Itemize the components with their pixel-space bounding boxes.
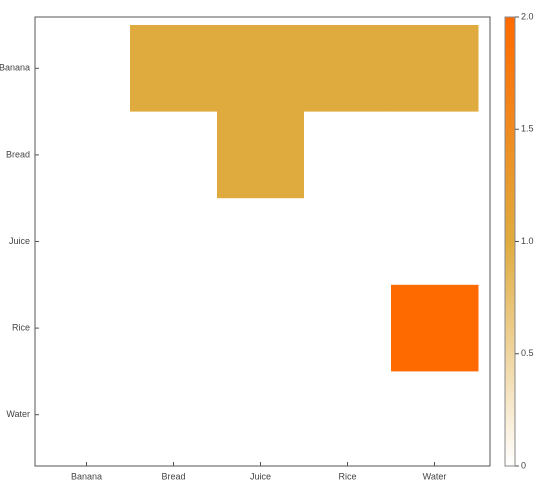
- heatmap-cell: [130, 371, 218, 459]
- heatmap-cell: [304, 284, 392, 372]
- y-tick-label: Water: [6, 409, 30, 419]
- y-tick-label: Bread: [6, 149, 30, 159]
- heatmap-cell: [391, 371, 479, 459]
- heatmap-cell: [217, 111, 305, 199]
- heatmap-cell: [304, 371, 392, 459]
- x-tick-label: Juice: [250, 471, 271, 481]
- heatmap-cell: [217, 198, 305, 286]
- colorbar-tick-label: 1.5: [521, 124, 534, 134]
- heatmap-cell: [391, 284, 479, 372]
- y-tick-label: Banana: [0, 63, 30, 73]
- heatmap-cell: [130, 198, 218, 286]
- heatmap-cell: [391, 111, 479, 199]
- heatmap-cell: [130, 111, 218, 199]
- heatmap-cell: [304, 198, 392, 286]
- colorbar: [504, 16, 516, 467]
- colorbar-tick-label: 0.5: [521, 348, 534, 358]
- heatmap-cell: [43, 284, 131, 372]
- heatmap-cell: [43, 111, 131, 199]
- colorbar-tick-label: 0: [521, 460, 526, 470]
- heatmap-cell: [43, 25, 131, 113]
- x-tick-label: Rice: [338, 471, 356, 481]
- heatmap-cell: [43, 198, 131, 286]
- colorbar-tick-label: 1.0: [521, 236, 534, 246]
- heatmap-cell: [217, 25, 305, 113]
- heatmap-cell: [130, 25, 218, 113]
- heatmap-cell: [217, 371, 305, 459]
- heatmap-cell: [130, 284, 218, 372]
- x-tick-label: Water: [423, 471, 447, 481]
- colorbar-tick-label: 2.0: [521, 11, 534, 21]
- heatmap-cell: [304, 111, 392, 199]
- heatmap-cell: [304, 25, 392, 113]
- y-tick-label: Rice: [12, 322, 30, 332]
- x-tick-label: Bread: [161, 471, 185, 481]
- heatmap-cell: [217, 284, 305, 372]
- heatmap-cell: [391, 198, 479, 286]
- y-tick-label: Juice: [9, 236, 30, 246]
- heatmap-cell: [391, 25, 479, 113]
- x-tick-label: Banana: [71, 471, 102, 481]
- heatmap-cell: [43, 371, 131, 459]
